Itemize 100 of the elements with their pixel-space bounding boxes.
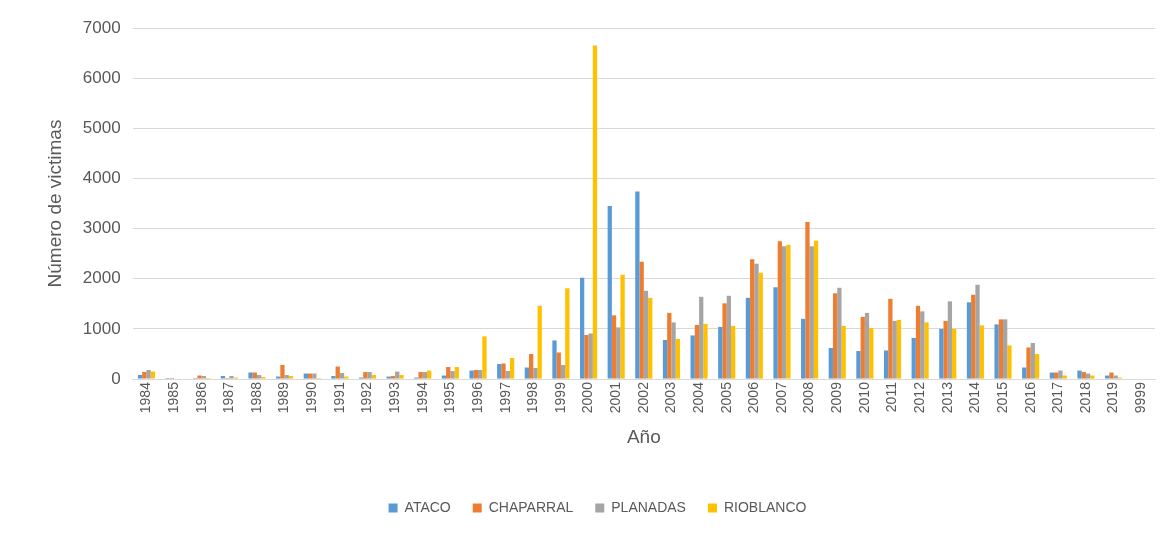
- y-tick-label: 6000: [82, 67, 121, 87]
- bar: [1022, 367, 1027, 379]
- bar: [979, 325, 984, 379]
- bar: [616, 327, 621, 379]
- bar: [529, 353, 534, 379]
- bar: [924, 322, 929, 379]
- bar: [501, 363, 506, 379]
- legend-label: RIOBLANCO: [723, 498, 807, 515]
- bar: [635, 191, 640, 379]
- bar: [367, 372, 372, 379]
- bar: [864, 312, 870, 379]
- bar: [699, 296, 704, 379]
- bar: [620, 274, 625, 379]
- bar: [754, 263, 759, 379]
- x-tick-label: 2000: [579, 381, 596, 414]
- bar: [565, 288, 570, 379]
- bar: [975, 284, 980, 379]
- x-tick-label: 1990: [303, 381, 320, 414]
- x-tick-label: 2011: [883, 381, 900, 413]
- bar: [1030, 342, 1035, 379]
- y-tick-label: 2000: [82, 268, 121, 288]
- bar: [252, 372, 257, 379]
- bar: [395, 371, 400, 379]
- bar: [971, 294, 976, 379]
- x-tick-label: 1991: [330, 381, 347, 414]
- bar: [497, 364, 502, 379]
- x-tick-label: 2012: [910, 381, 927, 414]
- bar: [856, 350, 861, 379]
- x-tick-label: 2015: [993, 381, 1010, 414]
- bar: [801, 318, 806, 379]
- bar: [137, 375, 143, 379]
- y-tick-label: 1000: [82, 318, 121, 338]
- bar: [450, 371, 455, 379]
- bar: [1109, 372, 1114, 379]
- bar: [505, 371, 510, 379]
- legend-label: CHAPARRAL: [488, 498, 574, 515]
- bar: [726, 295, 731, 379]
- x-tick-label: 1992: [358, 381, 375, 414]
- x-tick-label: 1986: [192, 381, 209, 414]
- bar: [1062, 375, 1067, 379]
- x-tick-label: 2014: [966, 381, 983, 414]
- x-tick-label: 1984: [137, 381, 154, 414]
- bar: [454, 367, 459, 379]
- bar: [994, 324, 999, 379]
- x-tick-label: 2006: [745, 381, 762, 414]
- bar: [469, 370, 474, 379]
- bar: [722, 303, 727, 379]
- y-tick-label: 4000: [82, 168, 121, 188]
- bar: [943, 320, 948, 379]
- bar: [671, 322, 676, 379]
- bar: [418, 372, 423, 379]
- bar: [1049, 372, 1055, 379]
- x-tick-label: 2019: [1104, 381, 1121, 414]
- bar: [446, 367, 451, 379]
- x-tick-label: 2004: [689, 381, 706, 414]
- bar: [947, 301, 953, 379]
- bar: [303, 373, 308, 379]
- x-tick-label: 2005: [717, 381, 734, 414]
- bar: [1085, 373, 1091, 379]
- bar: [197, 375, 202, 379]
- bar: [703, 323, 708, 379]
- bar: [592, 45, 598, 379]
- bar: [473, 370, 479, 379]
- bar: [915, 305, 921, 379]
- bar: [1034, 353, 1040, 379]
- bar: [229, 376, 234, 379]
- bar: [841, 325, 846, 379]
- legend-label: ATACO: [404, 498, 451, 515]
- bar: [667, 312, 672, 379]
- bar: [730, 325, 736, 379]
- bar: [146, 370, 151, 379]
- bar: [860, 316, 865, 379]
- bar: [441, 375, 447, 379]
- x-tick-label: 2017: [1049, 381, 1066, 414]
- bar: [773, 287, 778, 379]
- bar: [524, 367, 529, 379]
- bar: [560, 365, 566, 379]
- bar: [869, 327, 874, 379]
- x-tick-label: 1999: [551, 381, 568, 414]
- bar: [390, 376, 396, 379]
- bar: [750, 259, 755, 379]
- bar: [939, 328, 944, 379]
- bar: [1054, 372, 1059, 379]
- bar: [1058, 370, 1063, 379]
- x-tick-label: 2010: [855, 381, 872, 414]
- bar: [690, 335, 695, 379]
- bar: [363, 372, 368, 379]
- legend-label: PLANADAS: [611, 498, 686, 515]
- bar: [786, 244, 791, 379]
- bar: [150, 371, 155, 379]
- bar: [220, 376, 226, 379]
- bar: [201, 376, 206, 379]
- bar: [1081, 372, 1086, 379]
- bar: [537, 305, 542, 379]
- bar: [758, 272, 763, 379]
- bar: [307, 373, 313, 379]
- bar: [533, 368, 538, 379]
- bar: [1003, 319, 1008, 379]
- bar: [883, 350, 889, 379]
- y-axis-title: Número de victimas: [43, 119, 65, 288]
